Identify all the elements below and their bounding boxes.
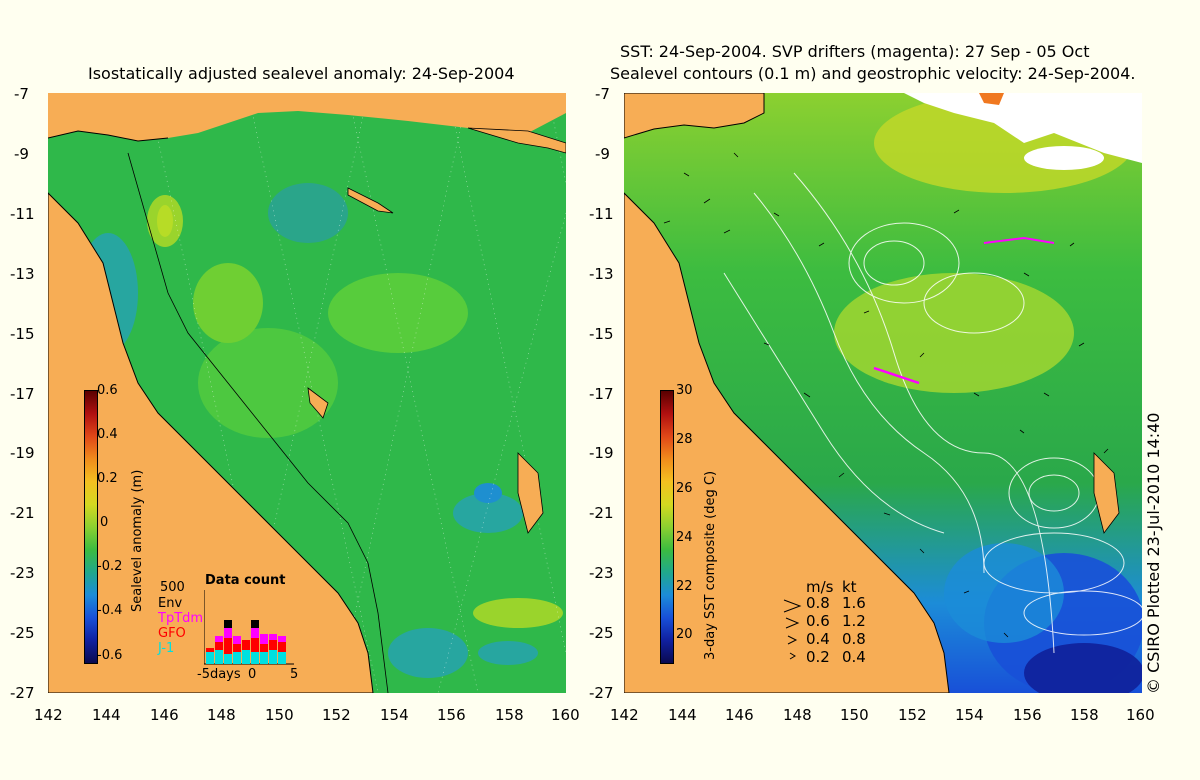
lat-label: -9	[595, 145, 610, 163]
sla-map	[48, 93, 566, 693]
lon-label: 156	[437, 706, 466, 724]
sla-tick: -0.6	[97, 648, 123, 663]
data-count-xlabel: 5	[290, 667, 299, 682]
sla-tick: 0	[100, 515, 109, 530]
right-panel-title-line2: Sealevel contours (0.1 m) and geostrophi…	[610, 64, 1136, 83]
lon-label: 146	[150, 706, 179, 724]
velocity-ms: 0.8	[806, 594, 830, 612]
lat-label: -11	[589, 205, 614, 223]
sst-tick: 22	[676, 579, 693, 594]
lon-label: 150	[265, 706, 294, 724]
lat-label: -27	[589, 684, 614, 702]
lat-label: -21	[589, 504, 614, 522]
lon-label: 154	[955, 706, 984, 724]
lat-label: -15	[589, 325, 614, 343]
lon-label: 160	[1126, 706, 1155, 724]
velocity-ms: 0.6	[806, 612, 830, 630]
sla-tick: -0.2	[97, 559, 123, 574]
left-panel-title: Isostatically adjusted sealevel anomaly:…	[88, 64, 515, 83]
lat-label: -11	[10, 205, 35, 223]
lat-label: -21	[10, 504, 35, 522]
lat-label: -17	[10, 385, 35, 403]
lon-label: 148	[207, 706, 236, 724]
legend-env: Env	[158, 596, 183, 611]
velocity-kt: 1.6	[842, 594, 866, 612]
lat-label: -15	[10, 325, 35, 343]
sla-colorbar	[84, 390, 98, 664]
velocity-arrows	[783, 599, 802, 660]
sst-tick: 28	[676, 432, 693, 447]
lat-label: -19	[589, 444, 614, 462]
sst-map	[624, 93, 1142, 693]
sla-tick: 0.6	[97, 383, 118, 398]
lat-label: -25	[589, 624, 614, 642]
sst-colorbar	[660, 390, 674, 664]
lon-label: 160	[551, 706, 580, 724]
lat-label: -27	[10, 684, 35, 702]
lon-label: 144	[668, 706, 697, 724]
lat-label: -7	[14, 85, 29, 103]
sst-tick: 26	[676, 481, 693, 496]
velocity-ms: 0.2	[806, 648, 830, 666]
sst-colorbar-label: 3-day SST composite (deg C)	[703, 470, 718, 660]
data-count-xlabel: 0	[248, 667, 257, 682]
velocity-kt: 0.4	[842, 648, 866, 666]
lon-label: 156	[1013, 706, 1042, 724]
lon-label: 154	[380, 706, 409, 724]
sla-tick: -0.4	[97, 603, 123, 618]
csiro-credit: © CSIRO Plotted 23-Jul-2010 14:40	[1144, 412, 1163, 694]
velocity-header-ms: m/s	[806, 578, 834, 596]
lon-label: 142	[610, 706, 639, 724]
lat-label: -23	[10, 564, 35, 582]
lat-label: -13	[589, 265, 614, 283]
sst-tick: 30	[676, 383, 693, 398]
right-panel-title-line1: SST: 24-Sep-2004. SVP drifters (magenta)…	[620, 42, 1090, 61]
velocity-ms: 0.4	[806, 630, 830, 648]
data-count-title: Data count	[205, 573, 286, 588]
lon-label: 146	[725, 706, 754, 724]
lat-label: -7	[595, 85, 610, 103]
legend-gfo: GFO	[158, 626, 186, 641]
lat-label: -17	[589, 385, 614, 403]
lon-label: 158	[1070, 706, 1099, 724]
sst-tick: 24	[676, 530, 693, 545]
lon-label: 158	[495, 706, 524, 724]
velocity-kt: 1.2	[842, 612, 866, 630]
sla-tick: 0.4	[97, 427, 118, 442]
sla-tick: 0.2	[97, 471, 118, 486]
lat-label: -23	[589, 564, 614, 582]
data-count-xlabel: -5days	[197, 667, 241, 682]
data-count-max: 500	[160, 580, 185, 595]
lon-label: 144	[92, 706, 121, 724]
lon-label: 148	[783, 706, 812, 724]
velocity-header-kt: kt	[842, 578, 857, 596]
legend-tptdm: TpTdm	[158, 611, 204, 626]
lon-label: 142	[34, 706, 63, 724]
lat-label: -25	[10, 624, 35, 642]
sla-colorbar-label: Sealevel anomaly (m)	[130, 469, 145, 612]
lat-label: -13	[10, 265, 35, 283]
data-count-bars	[204, 590, 294, 665]
legend-j1: J-1	[158, 641, 175, 656]
lat-label: -9	[14, 145, 29, 163]
lon-label: 150	[840, 706, 869, 724]
velocity-kt: 0.8	[842, 630, 866, 648]
lon-label: 152	[322, 706, 351, 724]
sst-tick: 20	[676, 627, 693, 642]
lon-label: 152	[898, 706, 927, 724]
lat-label: -19	[10, 444, 35, 462]
